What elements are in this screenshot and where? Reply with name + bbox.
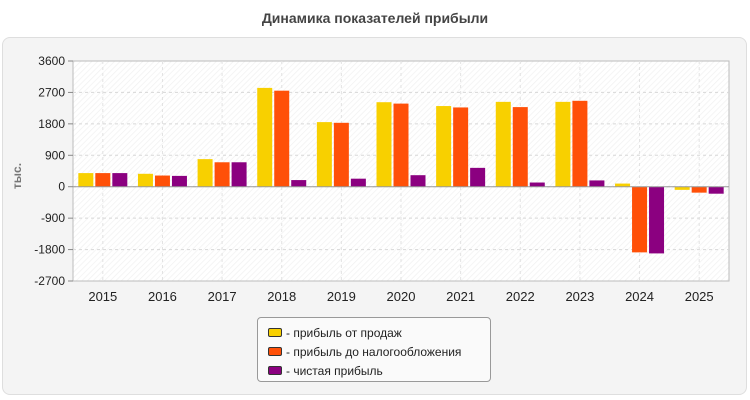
bars	[78, 87, 724, 254]
legend-swatch	[268, 328, 282, 337]
y-tick-label: -1800	[34, 243, 65, 257]
bar-2020-series-3	[410, 175, 426, 187]
bar-2023-series-2	[572, 100, 588, 187]
bar-2022-series-2	[512, 107, 528, 187]
bar-2023-series-1	[555, 101, 571, 187]
bar-2016-series-1	[137, 173, 153, 187]
legend-item-sales-profit: - прибыль от продаж	[268, 323, 490, 342]
y-tick-label: 3600	[38, 54, 65, 68]
bar-2015-series-1	[78, 173, 94, 187]
y-tick-label: 900	[45, 148, 65, 162]
bar-2020-series-1	[376, 102, 392, 187]
bar-2025-series-3	[708, 186, 724, 194]
legend-label: - чистая прибыль	[286, 363, 383, 378]
bar-2021-series-1	[436, 106, 452, 187]
x-tick-label: 2015	[88, 289, 117, 304]
bar-2017-series-1	[197, 159, 213, 187]
bar-2015-series-3	[112, 173, 128, 187]
y-tick-label: 0	[58, 180, 65, 194]
bar-2019-series-1	[316, 122, 332, 187]
y-tick-label: -2700	[34, 274, 65, 288]
bar-2025-series-1	[674, 186, 690, 190]
bar-2022-series-3	[529, 182, 545, 187]
x-tick-label: 2025	[685, 289, 714, 304]
legend-item-net-profit: - чистая прибыль	[268, 361, 490, 380]
legend-item-pretax-profit: - прибыль до налогообложения	[268, 342, 490, 361]
x-tick-label: 2022	[506, 289, 535, 304]
bar-2018-series-1	[257, 87, 273, 187]
x-tick-label: 2020	[387, 289, 416, 304]
bar-2025-series-2	[691, 186, 707, 193]
y-axis-label: тыс.	[10, 162, 24, 190]
x-tick-label: 2024	[625, 289, 654, 304]
legend: - прибыль от продаж - прибыль до налогоо…	[257, 317, 491, 382]
y-tick-label: 1800	[38, 117, 65, 131]
x-tick-label: 2019	[327, 289, 356, 304]
bar-2021-series-3	[470, 167, 486, 187]
bar-chart: 3600 2700 1800 900 0 -900 -1800 -2700 2015 2016 20…	[34, 54, 730, 304]
bar-2021-series-2	[453, 107, 469, 187]
bar-2017-series-3	[231, 162, 247, 187]
bar-2018-series-3	[291, 180, 307, 187]
bar-2019-series-3	[350, 178, 366, 187]
bar-2015-series-2	[95, 173, 111, 187]
bar-2024-series-2	[632, 186, 648, 253]
bar-2024-series-3	[649, 186, 665, 254]
bar-2018-series-2	[274, 90, 290, 187]
bar-2019-series-2	[333, 122, 349, 187]
y-tick-label: -900	[41, 211, 65, 225]
chart-title: Динамика показателей прибыли	[261, 10, 489, 26]
x-tick-label: 2018	[267, 289, 296, 304]
legend-swatch	[268, 347, 282, 356]
x-tick-label: 2021	[446, 289, 475, 304]
y-tick-label: 2700	[38, 85, 65, 99]
x-tick-label: 2016	[148, 289, 177, 304]
bar-2016-series-3	[171, 175, 187, 187]
x-tick-label: 2023	[565, 289, 594, 304]
axes: 3600 2700 1800 900 0 -900 -1800 -2700 2015 2016 20…	[34, 54, 729, 304]
bar-2020-series-2	[393, 103, 409, 187]
legend-label: - прибыль от продаж	[286, 325, 402, 340]
bar-2016-series-2	[154, 175, 170, 187]
bar-2017-series-2	[214, 162, 230, 187]
x-tick-label: 2017	[208, 289, 237, 304]
legend-swatch	[268, 366, 282, 375]
bar-2022-series-1	[495, 101, 511, 187]
legend-label: - прибыль до налогообложения	[286, 344, 462, 359]
bar-2024-series-1	[615, 183, 631, 187]
bar-2023-series-3	[589, 180, 605, 187]
